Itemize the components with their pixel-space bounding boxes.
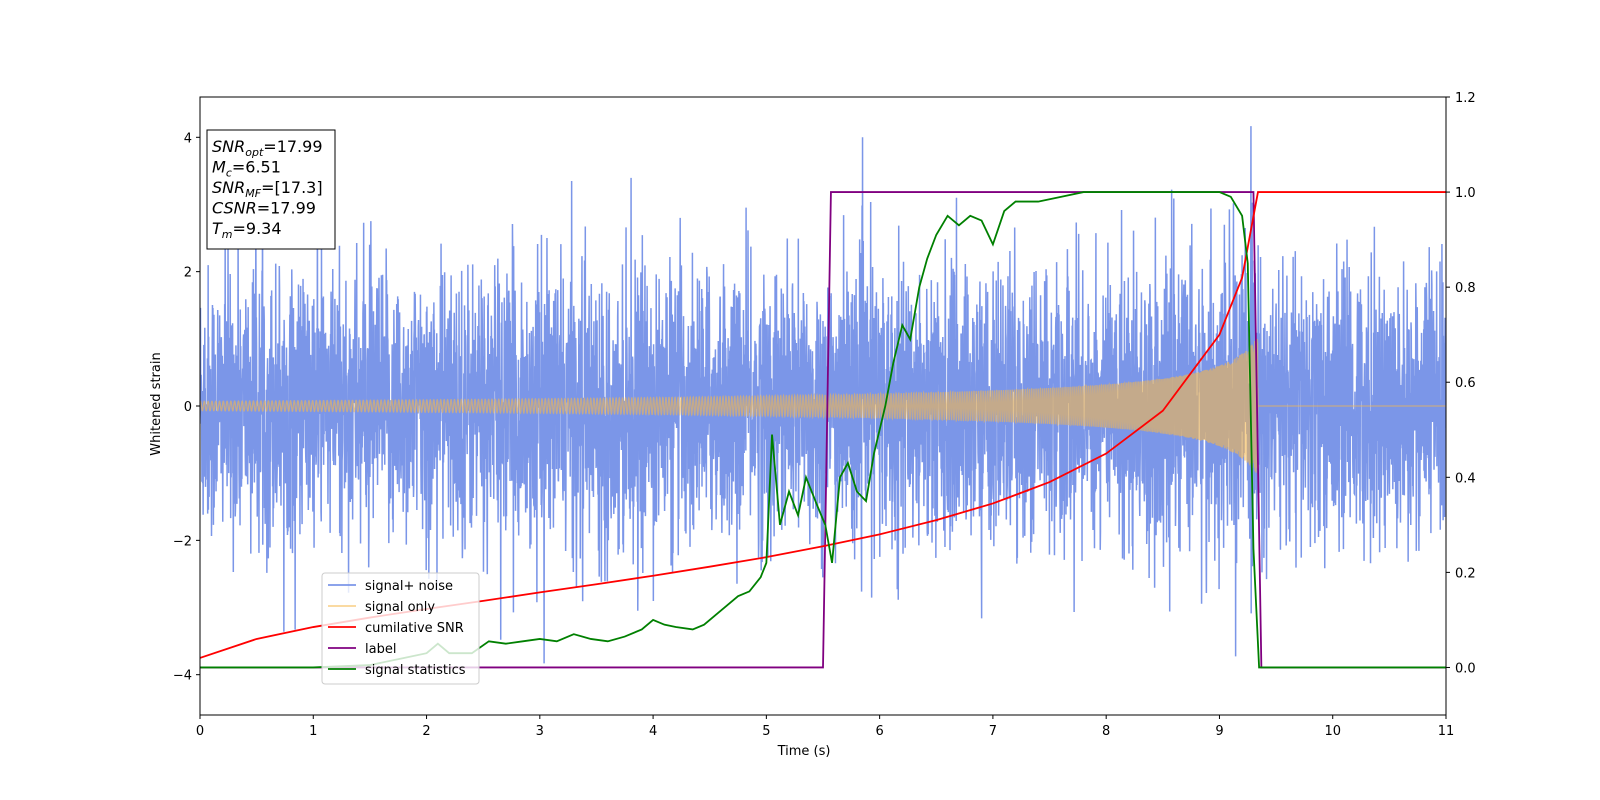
x-tick-label: 7 [989,724,997,739]
x-tick-label: 2 [422,724,430,739]
x-tick-label: 6 [875,724,883,739]
x-tick-label: 3 [536,724,544,739]
info-box-frame [206,129,336,250]
y-axis-label: Whitened strain [149,352,164,455]
info-box: SNRopt=17.99Mc=6.51SNRMF=[17.3]CSNR=17.9… [206,129,336,250]
x-tick-label: 10 [1324,724,1341,739]
x-tick-label: 5 [762,724,770,739]
y2-tick-label: 0.8 [1455,281,1476,296]
legend-frame [321,572,480,685]
legend-entry: signal+ noise [365,579,453,594]
axes: 0 1 2 3 4 5 6 7 8 9 10 11 −4 −2 0 2 4 0.0 0.2 0.4 0.6 0.8 1.0 1… [173,91,1476,739]
legend-entry: cumilative SNR [365,621,464,636]
y2-tick-label: 0.0 [1455,661,1476,676]
info-line: Tm=9.34 [212,219,282,241]
y-tick-label: −4 [173,669,192,684]
x-tick-label: 4 [649,724,657,739]
y2-tick-label: 0.2 [1455,566,1476,581]
info-line: SNRopt=17.99 [212,137,323,159]
series-signal-only-line [200,338,1446,473]
y2-tick-label: 1.2 [1455,91,1476,106]
legend: signal+ noise signal only cumilative SNR la… [321,572,480,685]
info-line: Mc=6.51 [212,158,281,180]
y-tick-label: 2 [184,266,192,281]
legend-entry: signal statistics [365,663,466,678]
info-line: CSNR=17.99 [212,199,316,218]
y-tick-label: −2 [173,534,192,549]
x-axis-label: Time (s) [777,744,831,759]
y2-tick-label: 1.0 [1455,186,1476,201]
y2-tick-label: 0.6 [1455,376,1476,391]
y-tick-label: 0 [184,400,192,415]
x-tick-label: 0 [196,724,204,739]
x-tick-label: 8 [1102,724,1110,739]
x-tick-label: 11 [1438,724,1455,739]
info-line: SNRMF=[17.3] [212,178,323,200]
x-tick-label: 9 [1215,724,1223,739]
series-signal-statistics-line [200,191,1446,669]
legend-entry: signal only [365,600,435,615]
series-signal-noise-line [200,126,1446,664]
x-tick-label: 1 [309,724,317,739]
y2-tick-label: 0.4 [1455,471,1476,486]
y-tick-label: 4 [184,131,192,146]
legend-entry: label [365,642,396,657]
